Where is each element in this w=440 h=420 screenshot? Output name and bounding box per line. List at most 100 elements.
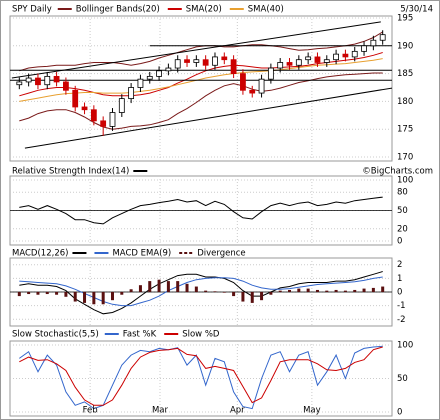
candle-body (128, 87, 135, 100)
legend-label: Divergence (197, 249, 245, 259)
candle-body (361, 45, 367, 52)
y-tick-label: 180 (397, 97, 413, 107)
histogram-bar (343, 290, 347, 292)
plot (10, 176, 392, 245)
candle-body (72, 89, 79, 108)
x-tick-label: Feb (83, 406, 98, 416)
histogram-bar (45, 292, 49, 295)
y-tick-label: 195 (397, 14, 413, 24)
candle-body (314, 56, 321, 63)
legend-label: SMA(20) (186, 5, 222, 15)
candle-body (193, 59, 200, 63)
candle-body (379, 34, 386, 41)
x-tick-label: Mar (152, 406, 169, 416)
x-tick-label: May (303, 406, 321, 416)
trend-line (24, 87, 392, 149)
candle-body (221, 56, 228, 61)
histogram-bar (36, 292, 40, 295)
histogram-bar (306, 288, 310, 292)
y-tick-label: 0 (397, 288, 402, 298)
y-tick-label: -1 (397, 301, 405, 311)
candle-body (90, 109, 97, 122)
histogram-bar (204, 290, 208, 292)
y-tick-label: -2 (397, 315, 405, 325)
histogram-bar (92, 292, 96, 305)
candle-body (249, 89, 256, 94)
histogram-bar (55, 292, 59, 295)
series-line (19, 346, 383, 406)
y-tick-label: 100 (397, 341, 413, 351)
histogram-bar (213, 291, 217, 292)
series-line (19, 52, 383, 97)
histogram-bar (222, 292, 226, 293)
series-line (19, 31, 383, 72)
legend-label: MACD EMA(9) (112, 249, 171, 259)
y-tick-label: 50 (397, 206, 408, 216)
histogram-bar (110, 292, 114, 301)
plot (10, 341, 392, 416)
y-tick-label: 185 (397, 69, 413, 79)
candle-body (25, 77, 32, 83)
histogram-bar (27, 292, 31, 295)
y-tick-label: 170 (397, 153, 413, 163)
candle-body (305, 56, 312, 61)
legend-label: MACD(12,26) (12, 249, 68, 259)
y-tick-label: 50 (397, 374, 408, 384)
histogram-bar (138, 285, 142, 292)
candle-body (323, 59, 330, 63)
candle-body (100, 120, 107, 127)
candle-body (184, 59, 190, 63)
plot (10, 16, 392, 161)
series-line (19, 345, 383, 410)
candle-body (81, 106, 88, 111)
histogram-bar (166, 281, 170, 292)
histogram-bar (83, 292, 87, 303)
credit: ©BigCharts.com (362, 167, 433, 177)
candle-body (333, 53, 339, 61)
trend-line (11, 21, 381, 79)
candle-body (342, 53, 349, 58)
histogram-bar (194, 286, 198, 292)
candle-body (174, 59, 181, 69)
legend-label: SMA(40) (248, 5, 284, 15)
candle-body (44, 75, 51, 86)
candle-body (240, 73, 246, 91)
candle-body (156, 70, 162, 77)
y-tick-label: 190 (397, 41, 413, 51)
candle-body (63, 81, 69, 91)
candle-body (370, 39, 377, 47)
series-line (19, 58, 383, 102)
histogram-bar (371, 287, 375, 292)
legend-label: Relative Strength Index(14) (12, 167, 129, 177)
histogram-bar (232, 292, 236, 297)
candle-body (258, 78, 265, 94)
candle-body (53, 75, 60, 83)
x-tick-label: Apr (230, 406, 245, 416)
histogram-bar (120, 292, 124, 295)
series-line (19, 196, 383, 225)
y-tick-label: 20 (397, 224, 408, 234)
candle-body (146, 75, 153, 80)
candle-body (165, 67, 172, 72)
histogram-bar (129, 289, 133, 292)
series-line (19, 271, 383, 315)
histogram-bar (176, 281, 180, 292)
candle-body (137, 78, 144, 88)
histogram-bar (353, 289, 357, 292)
y-tick-label: 1 (397, 274, 402, 284)
histogram-bar (250, 292, 254, 303)
candle-body (212, 56, 218, 66)
histogram-bar (148, 281, 152, 292)
histogram-bar (64, 292, 68, 297)
candle-body (351, 50, 358, 58)
legend-label: Slow %D (182, 330, 220, 340)
panel-title: SPY Daily (12, 5, 52, 15)
histogram-bar (288, 289, 292, 292)
candle-body (295, 59, 302, 66)
series-line (19, 276, 383, 307)
histogram-bar (325, 290, 329, 292)
candle-body (35, 77, 41, 86)
y-tick-label: 0 (397, 237, 402, 247)
histogram-bar (381, 286, 385, 292)
